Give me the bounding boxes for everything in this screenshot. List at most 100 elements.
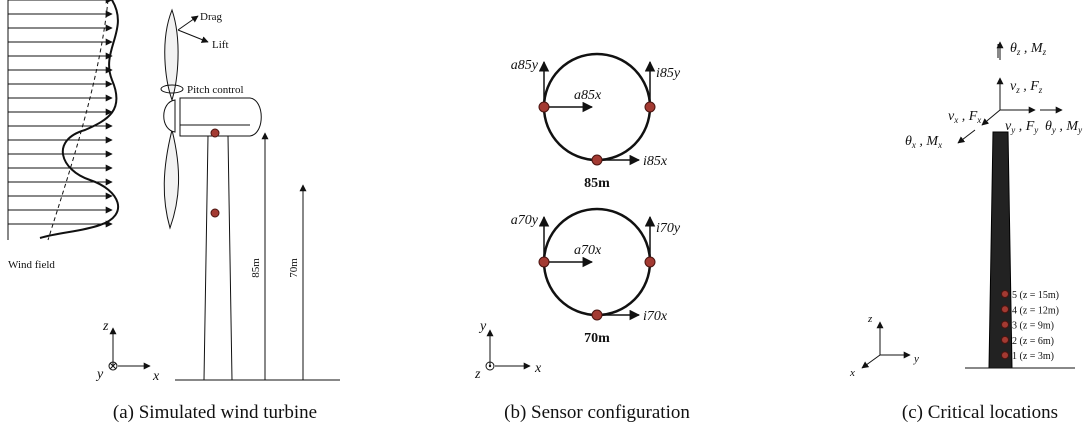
axis-x	[861, 354, 881, 369]
hub	[163, 99, 176, 133]
wind-arrows	[8, 0, 113, 228]
location-dot	[1001, 305, 1009, 314]
height-85: 85m	[250, 258, 262, 278]
dof-label: vz , Fz	[1010, 79, 1043, 95]
dof-part: , F	[1015, 119, 1035, 134]
ring-height: 85m	[584, 176, 610, 191]
dof-part: y	[1051, 125, 1056, 135]
dof-label: vx , Fx	[948, 109, 981, 125]
sensor	[210, 208, 220, 218]
sensor	[538, 101, 550, 113]
sensor	[538, 256, 550, 268]
blade-bottom	[163, 129, 180, 230]
axis-y-cross	[109, 362, 117, 370]
location-label: 5 (z = 15m)	[1012, 290, 1059, 301]
caption: (c) Critical locations	[902, 402, 1058, 423]
sensor-label: i85y	[656, 66, 681, 81]
dof-label: θy , My	[1045, 119, 1082, 135]
sensor-label: a85x	[574, 88, 602, 103]
wind-profile	[39, 0, 120, 239]
axis-label: z	[474, 367, 481, 382]
dof-part: y	[1033, 125, 1038, 135]
sensor-label: a85y	[511, 58, 539, 73]
dof-label: θz , Mz	[1010, 41, 1047, 57]
dof-part: z	[1042, 47, 1047, 57]
arrow-thetax	[957, 129, 976, 144]
dof-part: x	[911, 140, 916, 150]
dof-label: θx , Mx	[905, 134, 942, 150]
ring-height: 70m	[584, 331, 610, 346]
sensor-label: a70x	[574, 243, 602, 258]
locations: 5 (z = 15m) 4 (z = 12m) 3 (z = 9m) 2 (z = 6…	[1001, 290, 1059, 362]
dof-part: y	[1010, 125, 1015, 135]
caption: (b) Sensor configuration	[504, 402, 690, 423]
axis-label: x	[849, 367, 855, 379]
dof-part: z	[1015, 85, 1020, 95]
axis-label: x	[534, 361, 542, 376]
dof-part: , M	[1020, 41, 1044, 56]
dof-part: v	[1005, 119, 1012, 134]
drag-label: Drag	[200, 11, 222, 23]
panel-c: θz , Mz vz , Fz vx , Fx vy , Fy θx , Mx …	[849, 41, 1082, 423]
sensor	[644, 256, 656, 268]
drag-arrow	[177, 15, 199, 31]
axis-label: x	[152, 369, 160, 384]
sensor-label: i85x	[643, 154, 668, 169]
location-dot	[1001, 320, 1009, 329]
dof-part: , M	[916, 134, 940, 149]
dof-part: x	[937, 140, 942, 150]
pitch-arrow	[160, 84, 184, 94]
location-label: 2 (z = 6m)	[1012, 336, 1054, 347]
sensor-label: i70y	[656, 221, 681, 236]
arrow-vx	[981, 109, 1001, 126]
height-70: 70m	[288, 258, 300, 278]
axis-label: y	[478, 319, 487, 334]
sensor	[591, 309, 603, 321]
panel-a: Wind field Drag Lift Pitch control 85m 7…	[7, 0, 340, 423]
dof-part: v	[1010, 79, 1017, 94]
dof-part: θ	[905, 134, 912, 149]
axis-y	[108, 361, 118, 371]
dof-part: θ	[1045, 119, 1052, 134]
location-label: 3 (z = 9m)	[1012, 321, 1054, 332]
tower	[203, 135, 233, 381]
dof-part: z	[1016, 47, 1021, 57]
dof-part: v	[948, 109, 955, 124]
axis-label: y	[95, 367, 104, 382]
dof-part: , F	[1020, 79, 1040, 94]
sensor-label: a70y	[511, 213, 539, 228]
nacelle	[179, 97, 262, 137]
wind-label: Wind field	[8, 259, 55, 271]
dof-part: , M	[1056, 119, 1080, 134]
dof-label: vy , Fy	[1005, 119, 1038, 135]
dof-part: θ	[1010, 41, 1017, 56]
panel-b: y z x (b) Sensor configuration a85y i85y a…	[474, 52, 690, 423]
caption: (a) Simulated wind turbine	[113, 402, 317, 423]
dof-part: y	[1077, 125, 1082, 135]
dof-part: x	[953, 115, 958, 125]
tower	[988, 131, 1013, 369]
sensor	[591, 154, 603, 166]
sensor	[210, 128, 220, 138]
dof-part: , F	[958, 109, 978, 124]
axis-label: y	[913, 353, 919, 365]
lift-label: Lift	[212, 39, 229, 51]
lift-arrow	[177, 29, 209, 43]
axis-z-dot	[488, 364, 492, 368]
blade-top	[164, 8, 179, 102]
axis-label: z	[867, 313, 873, 325]
axis-z	[485, 361, 495, 371]
location-dot	[1001, 335, 1009, 344]
sensor	[644, 101, 656, 113]
axis-label: z	[102, 319, 109, 334]
location-label: 4 (z = 12m)	[1012, 305, 1059, 316]
location-dot	[1001, 290, 1009, 298]
dof-part: x	[976, 115, 981, 125]
location-dot	[1001, 351, 1009, 360]
location-label: 1 (z = 3m)	[1012, 351, 1054, 362]
dof-part: z	[1038, 85, 1043, 95]
mean-profile	[47, 0, 109, 241]
sensor-label: i70x	[643, 309, 668, 324]
pitch-label: Pitch control	[187, 84, 244, 96]
